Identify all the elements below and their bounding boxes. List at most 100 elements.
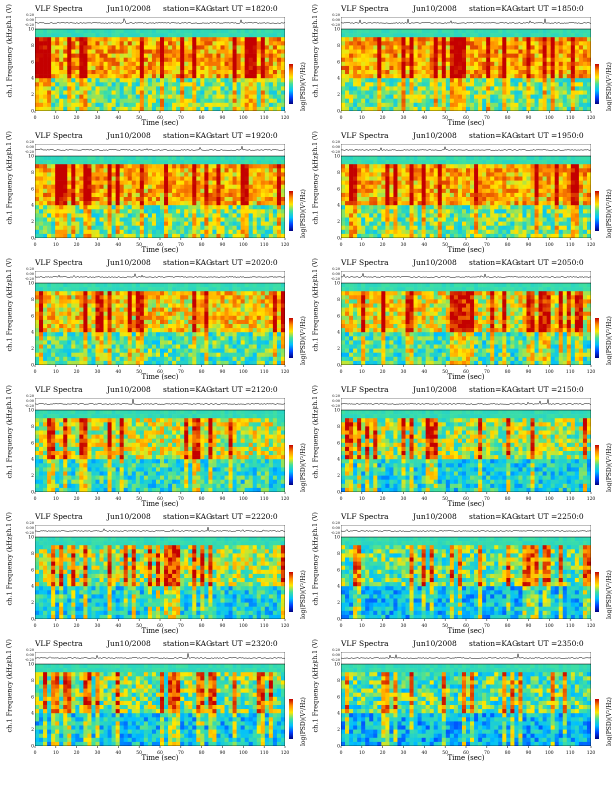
spectrogram-cell: [244, 102, 250, 108]
spectrogram-cell: [582, 53, 588, 58]
spectrogram-cell: [228, 188, 233, 194]
spectrogram-cell: [546, 229, 551, 235]
spectrogram-cell: [570, 78, 576, 83]
spectrogram-cell: [425, 41, 431, 46]
spectrogram-cell: [365, 176, 370, 181]
spectrogram-cell: [208, 98, 213, 104]
spectrogram-cell: [51, 205, 56, 210]
spectrogram-cell: [490, 225, 495, 231]
spectrogram-cell: [518, 176, 523, 181]
spectrogram-cell: [47, 41, 52, 46]
spectrogram-cell: [429, 201, 435, 206]
spectrogram-cell: [466, 176, 471, 181]
time-tick-label: 10: [53, 242, 59, 248]
spectrogram-cell: [119, 192, 125, 198]
spectrogram-cell: [401, 168, 406, 173]
spectrogram-cell: [409, 78, 414, 83]
spectrogram-cell: [510, 94, 515, 99]
spectrogram-cell: [349, 65, 354, 71]
spectrogram-cell: [357, 229, 362, 235]
spectrogram-cell: [401, 57, 406, 63]
spectrogram-cell: [453, 78, 459, 83]
spectrogram-cell: [240, 176, 245, 181]
spectrogram-cell: [498, 156, 503, 161]
spectrogram-cell: [55, 29, 60, 34]
spectrogram-cell: [123, 197, 129, 202]
spectrogram-cell: [538, 106, 543, 112]
spectrogram-cell: [67, 217, 72, 222]
spectrogram-cell: [510, 160, 515, 165]
spectrogram-cell: [530, 29, 535, 34]
spectrogram-cell: [268, 160, 274, 165]
spectrogram-cell: [260, 176, 266, 181]
spectrogram-cell: [478, 65, 483, 71]
spectrogram-cell: [276, 192, 282, 198]
spectrogram-cell: [409, 201, 414, 206]
spectrogram-cell: [502, 225, 507, 231]
spectrogram-cell: [534, 74, 539, 79]
spectrogram-cell: [71, 176, 76, 181]
spectrogram-cell: [180, 94, 185, 99]
spectrogram-cell: [445, 33, 451, 38]
spectrogram-cell: [429, 86, 435, 91]
spectrogram-cell: [578, 65, 584, 71]
spectrogram-cell: [276, 57, 282, 63]
spectrogram-cell: [494, 156, 499, 161]
spectrogram-cell: [558, 78, 564, 83]
spectrogram-cell: [264, 53, 270, 58]
spectrogram-cell: [421, 225, 426, 231]
spectrogram-cell: [240, 209, 245, 214]
spectrogram-cell: [405, 29, 410, 34]
spectrogram-cell: [176, 213, 181, 218]
spectrogram-cell: [441, 221, 447, 226]
spectrogram-cell: [155, 82, 161, 87]
spectrogram-cell: [558, 164, 564, 169]
spectrogram-cell: [373, 184, 378, 190]
spectrogram-cell: [184, 201, 189, 206]
spectrogram-cell: [135, 176, 141, 181]
spectrogram-cell: [151, 53, 157, 58]
spectrogram-cell: [139, 197, 145, 202]
spectrogram-cell: [39, 233, 44, 239]
spectrogram-cell: [59, 78, 64, 83]
spectrogram-cell: [345, 156, 350, 161]
spectrogram-cell: [131, 37, 137, 42]
spectrogram-cell: [59, 209, 64, 214]
spectrogram-cell: [224, 61, 229, 67]
spectrogram-cell: [135, 172, 141, 177]
spectrogram-cell: [566, 65, 572, 71]
title-station: station=KAG: [163, 131, 213, 140]
spectrogram-cell: [482, 201, 487, 206]
spectrogram-cell: [441, 70, 447, 75]
spectrogram-cell: [35, 90, 40, 95]
spectrogram-cell: [554, 180, 560, 185]
spectrogram-cell: [155, 229, 161, 235]
spectrogram-cell: [470, 61, 475, 67]
spectrogram-cell: [131, 57, 137, 63]
spectrogram-cell: [373, 53, 378, 58]
spectrogram-cell: [119, 49, 125, 54]
spectrogram-cell: [87, 49, 92, 54]
spectrogram-cell: [59, 102, 64, 108]
spectrogram-cell: [119, 184, 125, 190]
spectrogram-cell: [184, 172, 189, 177]
spectrogram-cell: [63, 53, 68, 58]
spectrogram-cell: [83, 221, 88, 226]
spectrogram-cell: [445, 61, 451, 67]
spectrogram-cell: [417, 164, 422, 169]
spectrogram-cell: [518, 82, 523, 87]
spectrogram-cell: [417, 209, 422, 214]
spectrogram-cell: [252, 184, 258, 190]
spectrogram-cell: [574, 70, 580, 75]
spectrogram-cell: [546, 197, 551, 202]
spectrogram-cell: [530, 184, 535, 190]
spectrogram-cell: [401, 61, 406, 67]
spectrogram-cell: [204, 33, 209, 38]
spectrogram-cell: [466, 61, 471, 67]
spectrogram-cell: [220, 156, 225, 161]
spectrogram-cell: [522, 57, 527, 63]
spectrogram-cell: [429, 57, 435, 63]
spectrogram-cell: [433, 205, 439, 210]
title-start-ut: start UT =1820:0: [211, 4, 278, 13]
spectrogram-cell: [474, 209, 479, 214]
